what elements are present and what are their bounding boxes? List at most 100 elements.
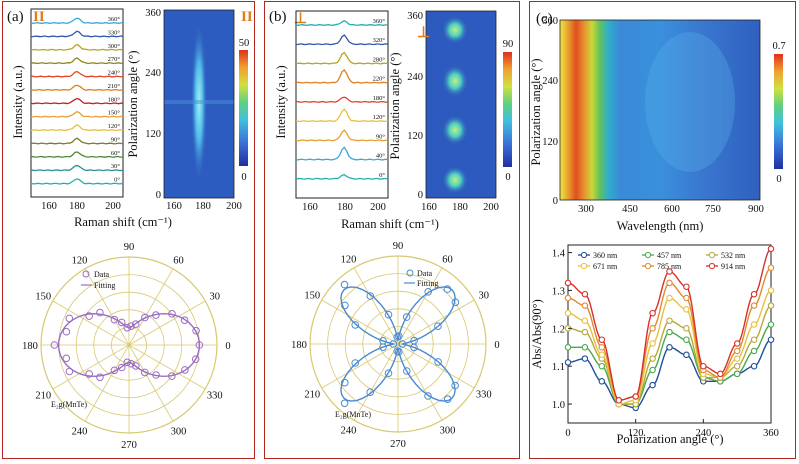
series-point xyxy=(666,344,673,351)
panel-c-heatmap-xtick-600: 600 xyxy=(664,204,680,215)
spectrum-angle-label: 40° xyxy=(376,153,386,160)
panel-b-spectra-xtick-180: 180 xyxy=(337,202,353,213)
spectrum-angle-label: 360° xyxy=(373,18,386,25)
panel-b-spectra-xtick-160: 160 xyxy=(302,202,318,213)
polar-data-point xyxy=(50,341,59,349)
polar-angle-label: 210 xyxy=(35,391,51,402)
polar-spoke xyxy=(397,299,475,345)
panel-c-heatmap-ytick-120: 120 xyxy=(542,137,558,148)
series-point xyxy=(767,287,775,294)
panel-a: (a) II 360° 330° 300° 270° 240° 210° 180° 150° 1… xyxy=(2,1,255,459)
panel-b-colorbar xyxy=(503,52,512,167)
polar-spoke xyxy=(128,268,174,346)
x-tick-label: 360 xyxy=(763,428,779,439)
panel-b-heatmap-xtick-200: 200 xyxy=(483,202,499,213)
panel-a-heatmap-xtick-200: 200 xyxy=(226,201,242,212)
polar-data-point xyxy=(340,280,349,289)
series-point xyxy=(733,362,741,370)
polar-angle-label: 180 xyxy=(291,340,307,351)
panel-b-colorbar-max: 90 xyxy=(503,39,514,50)
polar-fit-curve xyxy=(57,312,201,378)
panel-b-spectra-ylabel: Intensity (a.u.) xyxy=(274,65,288,138)
polar-spoke xyxy=(84,268,130,346)
spectrum-angle-label: 210° xyxy=(108,83,121,90)
polar-data-point xyxy=(117,363,126,372)
polar-data-point xyxy=(341,301,349,310)
polar-spoke xyxy=(397,343,475,389)
polar-spoke xyxy=(128,344,206,390)
polar-spoke xyxy=(321,299,399,345)
polar-data-point xyxy=(366,388,374,397)
spectrum-angle-label: 180° xyxy=(108,96,121,103)
panel-a-heatmap-xtick-160: 160 xyxy=(166,201,182,212)
spectrum-angle-label: 280° xyxy=(373,56,386,63)
panel-a-spectra-xtick-200: 200 xyxy=(105,201,121,212)
polar-angle-label: 240 xyxy=(341,426,357,437)
polar-spoke xyxy=(353,343,399,421)
polar-data-point xyxy=(443,285,452,293)
panel-a-legend-fitting: Fitting xyxy=(94,281,115,290)
polar-data-point xyxy=(141,368,149,377)
panel-c-colorbar-max: 0.7 xyxy=(772,41,785,52)
series-point xyxy=(767,302,775,309)
polar-angle-label: 300 xyxy=(171,427,187,438)
polar-data-point xyxy=(395,348,403,356)
series-point xyxy=(649,309,656,317)
polar-data-point xyxy=(451,298,460,307)
spectrum-angle-label: 120° xyxy=(108,123,121,130)
series-point xyxy=(750,290,758,298)
spectrum-angle-label: 300° xyxy=(108,43,121,50)
y-tick-label: 1.2 xyxy=(552,324,565,335)
series-point xyxy=(581,355,589,362)
series-point xyxy=(615,397,623,404)
spectrum-line xyxy=(295,108,389,123)
polar-spoke xyxy=(353,267,399,345)
polar-data-point xyxy=(62,354,71,363)
y-tick-label: 1.1 xyxy=(552,362,565,373)
legend-label: 671 nm xyxy=(593,262,618,271)
series-point xyxy=(666,268,673,275)
panel-b-hotspot-2 xyxy=(442,65,468,97)
polar-data-point xyxy=(351,359,359,367)
panel-c-line-ticks: 0 120 240 360 1.0 1.1 1.2 1.3 1.4 xyxy=(552,249,779,439)
polar-data-point xyxy=(410,343,418,352)
series-point xyxy=(733,370,741,378)
polar-angle-label: 240 xyxy=(72,427,88,438)
polar-data-point xyxy=(181,366,189,374)
polar-data-point xyxy=(192,326,200,335)
series-point xyxy=(564,309,572,317)
panel-b-angle-labels: 360° 320° 280° 220° 180° 120° 90° 40° 0° xyxy=(373,18,386,179)
spectrum-angle-label: 240° xyxy=(108,70,121,77)
polar-data-point xyxy=(384,369,393,378)
series-point xyxy=(767,264,775,271)
polar-data-point xyxy=(191,355,200,364)
series-point xyxy=(700,362,707,370)
spectrum-angle-label: 360° xyxy=(108,16,121,23)
series-point xyxy=(683,283,690,290)
polar-data-point xyxy=(340,399,349,408)
legend-label: 360 nm xyxy=(593,251,618,260)
series-point xyxy=(733,355,741,362)
panel-b-spectra-lines xyxy=(295,19,389,180)
spectrum-line xyxy=(30,30,124,38)
series-point xyxy=(750,336,758,343)
spectrum-line xyxy=(30,17,124,24)
panel-a-heatmap-ytick-240: 240 xyxy=(145,68,161,79)
panel-c-line-xlabel: Polarization angle (°) xyxy=(616,432,723,446)
series-point xyxy=(717,370,724,378)
panel-b-hotspot-4 xyxy=(442,166,468,194)
polar-data-point xyxy=(389,340,398,348)
polar-angle-label: 300 xyxy=(440,426,456,437)
polar-data-point xyxy=(127,322,135,331)
panel-c-colorbar-min: 0 xyxy=(776,174,781,185)
series-point xyxy=(581,344,589,351)
legend-marker xyxy=(644,251,652,259)
panel-c-heatmap-ytick-240: 240 xyxy=(542,76,558,87)
polar-angle-label: 0 xyxy=(225,341,230,352)
polar-data-point xyxy=(351,321,359,329)
polar-data-point xyxy=(117,318,126,327)
polar-data-point xyxy=(434,322,442,331)
polar-angle-label: 150 xyxy=(304,291,320,302)
panel-a-legend-data-marker xyxy=(82,270,90,278)
panel-b-heatmap-xtick-180: 180 xyxy=(452,202,468,213)
